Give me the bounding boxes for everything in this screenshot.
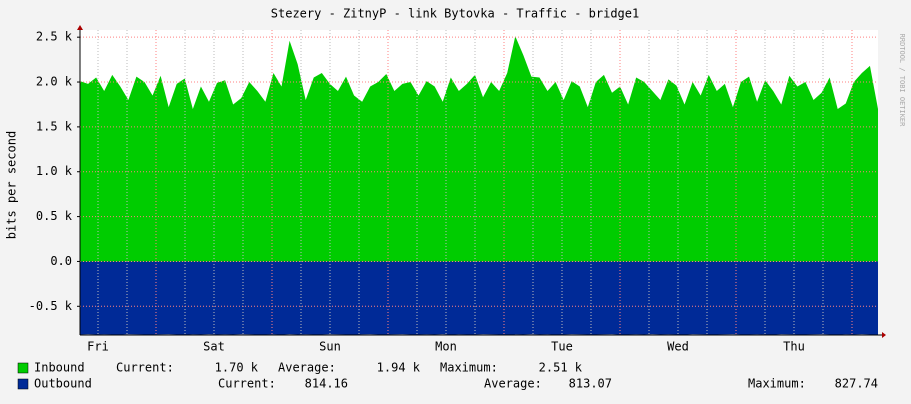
watermark: RRDTOOL / TOBI OETIKER — [898, 34, 906, 128]
legend-stat-value: 1.70 k — [215, 361, 259, 375]
x-tick-label: Wed — [667, 340, 689, 354]
legend-swatch — [17, 378, 29, 390]
x-axis-arrow — [882, 332, 886, 338]
y-axis-arrow — [77, 25, 83, 30]
legend-stat-value: 2.51 k — [539, 361, 583, 375]
legend-stat-label: Current: — [116, 361, 174, 375]
chart-title: Stezery - ZitnyP - link Bytovka - Traffi… — [271, 7, 639, 21]
x-tick-label: Sun — [319, 340, 341, 354]
area — [80, 261, 878, 335]
x-tick-label: Sat — [203, 340, 225, 354]
legend-label: Inbound — [34, 361, 85, 375]
legend-stat-label: Average: — [484, 377, 542, 391]
legend-label: Outbound — [34, 377, 92, 391]
legend-stat-label: Average: — [278, 361, 336, 375]
legend-stat-value: 1.94 k — [377, 361, 421, 375]
x-tick-label: Fri — [87, 340, 109, 354]
x-tick-label: Mon — [435, 340, 457, 354]
legend-stat-value: 814.16 — [305, 377, 348, 391]
legend-stat-label: Maximum: — [440, 361, 498, 375]
legend-stat-label: Maximum: — [748, 377, 806, 391]
y-tick-label: -0.5 k — [29, 299, 73, 313]
y-tick-label: 1.5 k — [36, 119, 73, 133]
y-axis-label: bits per second — [5, 131, 19, 239]
legend-swatch — [17, 362, 29, 374]
y-tick-label: 1.0 k — [36, 164, 73, 178]
y-tick-label: 0.0 — [50, 254, 72, 268]
legend-stat-label: Current: — [218, 377, 276, 391]
y-tick-label: 2.5 k — [36, 30, 73, 44]
legend-stat-value: 813.07 — [569, 377, 612, 391]
x-tick-label: Thu — [783, 340, 805, 354]
area — [80, 36, 878, 262]
x-tick-label: Tue — [551, 340, 573, 354]
legend-stat-value: 827.74 — [835, 377, 878, 391]
y-tick-label: 2.0 k — [36, 75, 73, 89]
y-tick-label: 0.5 k — [36, 209, 73, 223]
